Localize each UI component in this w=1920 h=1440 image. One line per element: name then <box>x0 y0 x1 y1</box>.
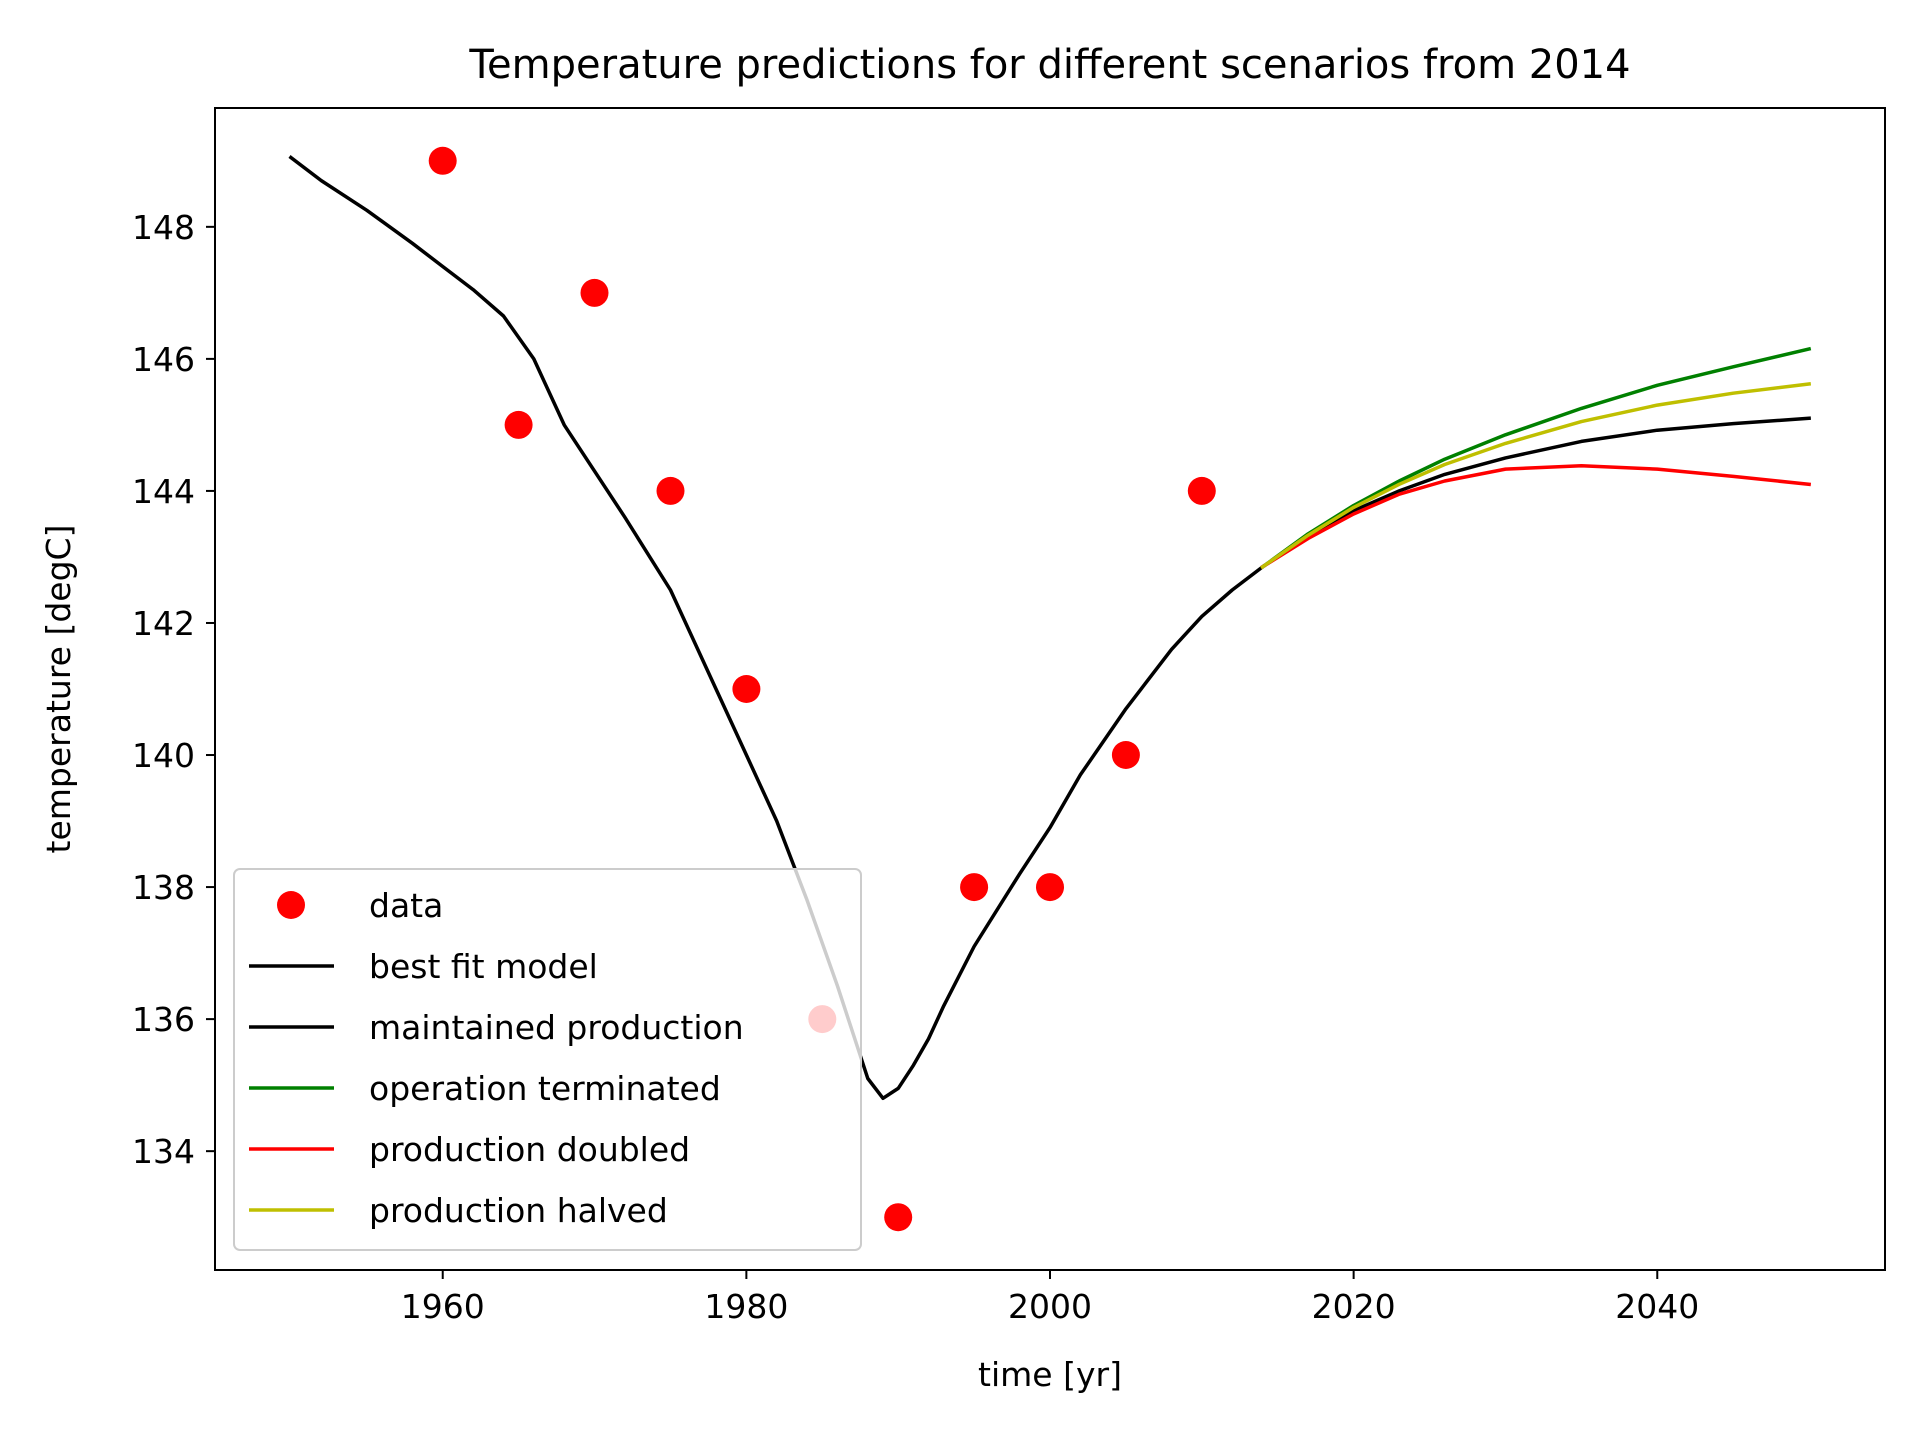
x-tick-label: 2020 <box>1312 1287 1396 1326</box>
data-point-1995 <box>960 873 989 902</box>
y-tick-label: 136 <box>132 1000 195 1039</box>
x-tick-label: 1980 <box>704 1287 788 1326</box>
legend-entry-label: operation terminated <box>369 1069 721 1108</box>
y-tick-label: 142 <box>132 604 195 643</box>
series-line-maintained-production <box>1260 416 1811 570</box>
y-tick-label: 138 <box>132 868 195 907</box>
legend-entry-label: maintained production <box>369 1008 744 1047</box>
data-point-1980 <box>732 675 761 703</box>
series-line-production-doubled <box>1260 464 1812 570</box>
y-tick-label: 144 <box>132 472 195 511</box>
x-tick-label: 2040 <box>1615 1287 1699 1326</box>
y-tick-label: 146 <box>132 340 195 379</box>
data-point-1990 <box>884 1203 913 1232</box>
y-tick-label: 140 <box>132 736 195 775</box>
data-point-2000 <box>1036 873 1064 902</box>
legend-marker-data <box>277 891 305 919</box>
chart-title: Temperature predictions for different sc… <box>468 42 1630 88</box>
series-line-production-halved <box>1260 382 1812 570</box>
legend-entry-label: best fit model <box>369 947 598 986</box>
axis-ticks: 1960 1980 2000 2020 2040 134 136 138 140 142 144 14… <box>132 208 1699 1326</box>
legend-entry-label: production doubled <box>369 1130 690 1169</box>
y-axis-label: temperature [degC] <box>39 525 78 854</box>
y-tick-label: 134 <box>132 1132 195 1171</box>
legend: data best fit model maintained production o… <box>233 868 862 1251</box>
x-tick-label: 1960 <box>401 1287 485 1326</box>
data-point-1960 <box>428 146 457 175</box>
legend-box <box>233 868 862 1251</box>
data-point-2010 <box>1187 476 1216 505</box>
x-tick-label: 2000 <box>1008 1287 1092 1326</box>
data-point-2005 <box>1111 741 1140 769</box>
data-point-1965 <box>504 410 533 439</box>
data-point-1975 <box>656 476 685 505</box>
data-point-1970 <box>580 278 609 307</box>
y-tick-label: 148 <box>132 208 195 247</box>
legend-entry-label: production halved <box>369 1191 668 1230</box>
x-axis-label: time [yr] <box>978 1355 1122 1394</box>
legend-entry-label: data <box>369 886 443 925</box>
